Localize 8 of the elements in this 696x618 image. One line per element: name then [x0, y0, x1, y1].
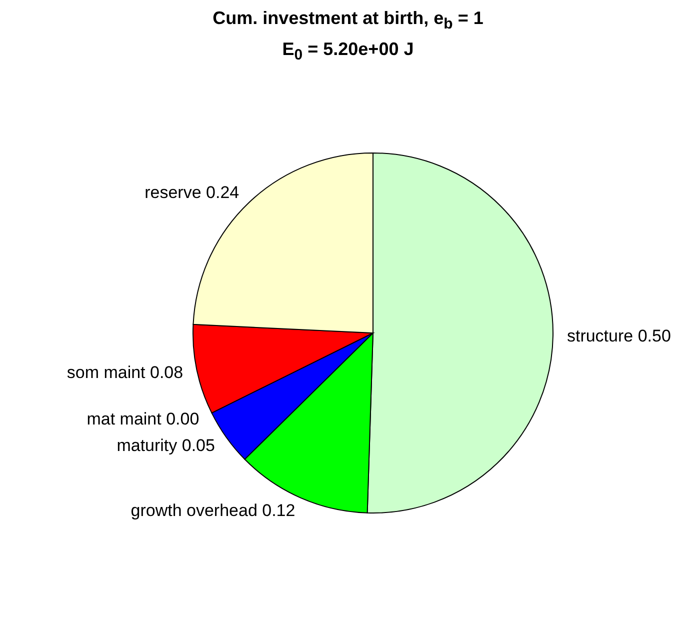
slice-label: structure 0.50 [566, 326, 671, 346]
category-label: mat maint 0.00 [86, 410, 200, 429]
chart-title: Cum. investment at birth, e$_{b}$ = 1 [212, 8, 484, 33]
slice-label: som maint 0.08 [66, 363, 184, 382]
slice-label: reserve 0.24 [144, 183, 240, 202]
slice-label: maturity 0.05 [116, 436, 215, 456]
chart-subtitle: E$_{0}$ = 5.20e+00 J [281, 38, 415, 64]
slice-label: growth overhead 0.12 [130, 501, 296, 520]
